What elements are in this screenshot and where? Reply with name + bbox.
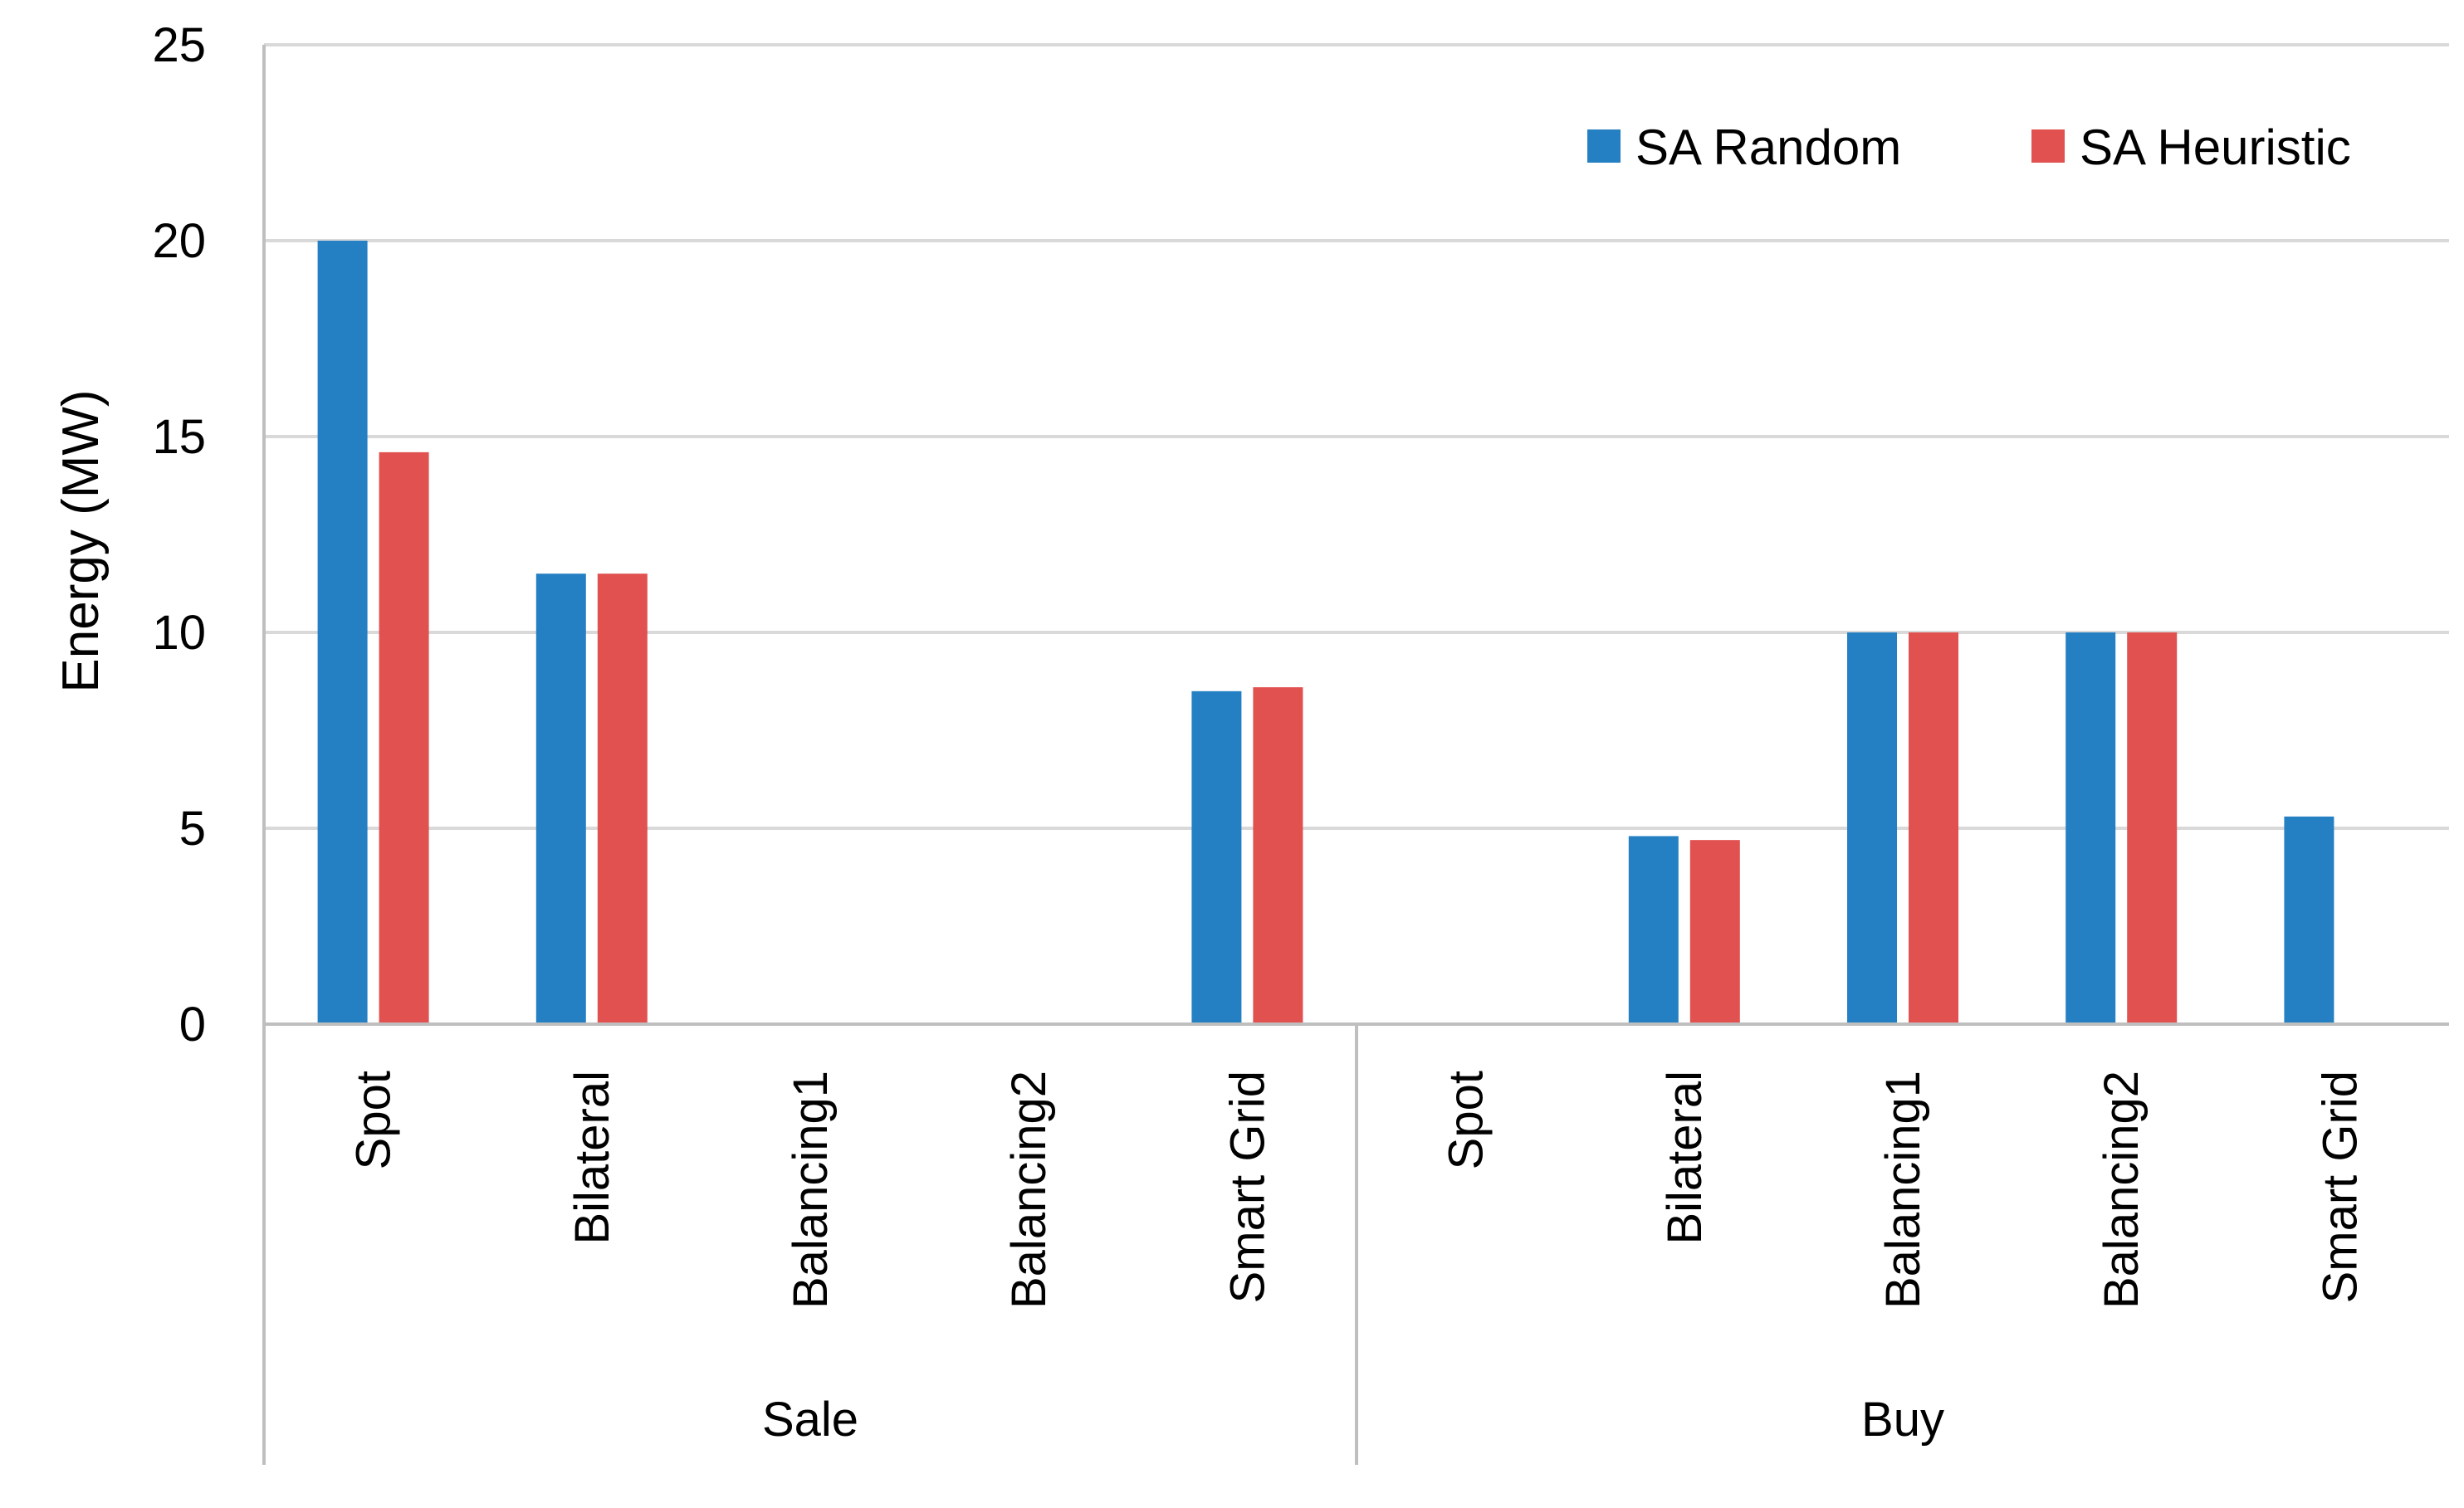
x-category-label: Spot (347, 1071, 401, 1169)
legend-swatch (2031, 129, 2065, 163)
bar-sa-heuristic (379, 451, 429, 1024)
y-tick-label: 20 (152, 214, 206, 268)
bars (317, 241, 2334, 1024)
bar-sa-heuristic (1689, 840, 1740, 1024)
x-group-label: Sale (762, 1393, 858, 1447)
y-tick-label: 15 (152, 410, 206, 464)
x-category-label: Bilateral (1658, 1071, 1712, 1245)
bar-sa-heuristic (1253, 687, 1303, 1024)
bar-sa-random (535, 573, 586, 1024)
bar-sa-random (317, 241, 368, 1024)
x-category-label: Balancing1 (784, 1071, 838, 1309)
bar-sa-heuristic (597, 573, 648, 1024)
x-group-label: Buy (1861, 1393, 1944, 1447)
x-category-label: Smart Grid (1220, 1071, 1274, 1303)
x-category-label: Balancing2 (1002, 1071, 1056, 1309)
bar-sa-heuristic (2127, 632, 2178, 1024)
legend-label: SA Random (1635, 120, 1901, 175)
bar-sa-random (2066, 632, 2116, 1024)
x-category-label: Bilateral (565, 1071, 619, 1245)
y-tick-label: 0 (179, 998, 206, 1052)
bar-sa-random (1847, 632, 1897, 1024)
legend-label: SA Heuristic (2080, 120, 2351, 175)
y-axis-title: Energy (MW) (52, 389, 110, 692)
bar-sa-heuristic (1909, 632, 1958, 1024)
y-tick-label: 10 (152, 606, 206, 660)
y-tick-label: 25 (152, 18, 206, 72)
axes (262, 45, 2449, 1465)
y-tick-label: 5 (179, 802, 206, 856)
bar-sa-random (1628, 836, 1679, 1024)
bar-sa-random (1191, 691, 1242, 1024)
legend-swatch (1587, 129, 1621, 163)
x-category-label: Balancing1 (1876, 1071, 1930, 1309)
x-category-label: Balancing2 (2095, 1071, 2149, 1309)
x-category-label: Smart Grid (2313, 1071, 2367, 1303)
bar-sa-random (2284, 816, 2334, 1024)
labels: 0 5 10 15 20 25 Spot Bilateral Balancing1 Balanci… (152, 18, 2367, 1447)
x-category-label: Spot (1440, 1071, 1494, 1169)
legend: SA Random SA Heuristic (1587, 120, 2351, 175)
